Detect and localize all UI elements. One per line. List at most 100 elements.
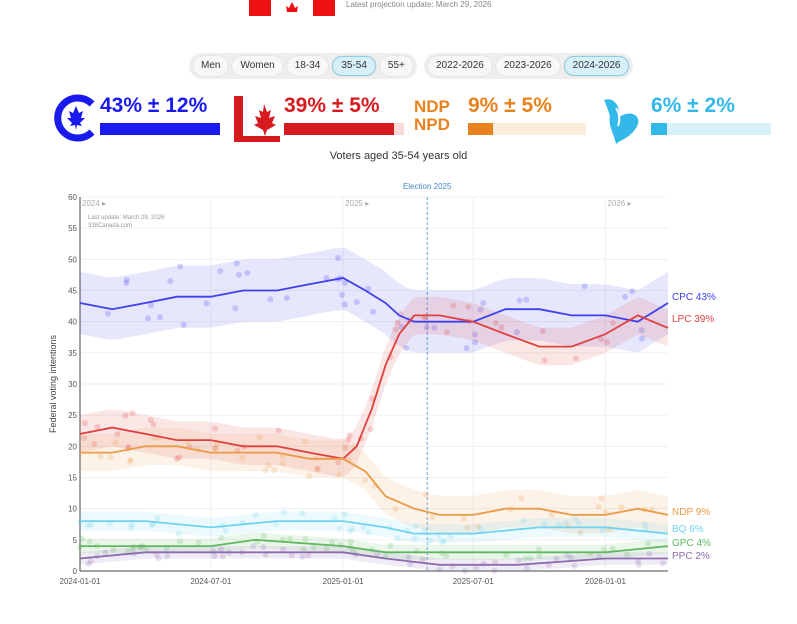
poll-point	[323, 546, 330, 552]
poll-point	[102, 549, 109, 556]
lpc-percentage: 39% ± 5%	[284, 94, 380, 117]
ndp-logo: NDP NPD	[414, 97, 450, 134]
chart-update-note: Last update: March 29, 2026	[88, 215, 165, 221]
poll-point	[211, 553, 218, 560]
poll-point	[342, 444, 349, 451]
poll-point	[523, 296, 530, 303]
poll-point	[107, 520, 113, 527]
poll-point	[217, 268, 224, 274]
series-line-bq	[80, 520, 669, 535]
poll-point	[472, 331, 479, 338]
poll-point	[527, 555, 534, 562]
poll-point	[195, 539, 202, 546]
poll-point	[535, 546, 542, 553]
poll-point	[516, 297, 523, 304]
poll-point	[260, 532, 267, 539]
poll-point	[267, 296, 274, 303]
poll-point	[288, 552, 295, 559]
poll-point	[639, 335, 645, 342]
poll-point	[128, 524, 135, 531]
filter-women[interactable]: Women	[232, 56, 283, 76]
filter-35-54[interactable]: 35-54	[332, 56, 376, 76]
poll-point	[301, 438, 308, 445]
poll-point	[465, 303, 472, 310]
poll-point	[299, 510, 306, 517]
y-tick-label: 10	[68, 505, 77, 514]
confidence-band-bq	[80, 511, 668, 543]
filter-men[interactable]: Men	[193, 56, 229, 76]
poll-point	[403, 345, 410, 351]
bq-percentage: 6% ± 2%	[651, 94, 735, 117]
canada-flag-icon	[249, 0, 335, 16]
period-2022-2026[interactable]: 2022-2026	[428, 56, 492, 76]
poll-point	[387, 542, 394, 549]
end-label-bq: BQ 6%	[672, 524, 704, 535]
poll-point	[477, 526, 484, 532]
poll-point	[575, 519, 582, 526]
year-label: 2024 ▸	[82, 199, 106, 208]
poll-point	[336, 525, 343, 532]
poll-point	[553, 555, 560, 562]
poll-point	[464, 524, 471, 531]
poll-point	[82, 420, 88, 427]
poll-point	[460, 516, 467, 522]
poll-point	[123, 280, 130, 286]
y-tick-label: 15	[68, 474, 77, 483]
poll-point	[370, 308, 377, 315]
bq-logo-icon	[604, 99, 639, 144]
poll-point	[239, 455, 246, 462]
poll-point	[110, 546, 117, 553]
y-axis-label: Federal voting intentions	[48, 334, 58, 433]
party-lpc: 39% ± 5%	[232, 92, 412, 144]
poll-point	[329, 539, 336, 546]
filter-18-34[interactable]: 18-34	[286, 56, 329, 76]
poll-point	[87, 558, 94, 565]
poll-point	[577, 529, 584, 536]
poll-point	[233, 260, 240, 267]
poll-point	[123, 276, 130, 283]
poll-point	[300, 546, 307, 553]
series-line-cpc	[79, 277, 669, 323]
poll-point	[127, 456, 134, 463]
end-label-ppc: PPC 2%	[672, 551, 710, 562]
poll-point	[148, 522, 155, 528]
poll-point	[218, 534, 225, 541]
poll-point	[347, 538, 354, 545]
filter-55-plus[interactable]: 55+	[379, 56, 413, 76]
poll-point	[480, 300, 487, 306]
poll-point	[472, 339, 479, 346]
poll-point	[85, 560, 92, 567]
poll-point	[513, 329, 520, 336]
poll-point	[180, 321, 187, 328]
cpc-percentage: 43% ± 12%	[100, 94, 208, 117]
poll-point	[148, 302, 154, 309]
period-2023-2026[interactable]: 2023-2026	[495, 56, 560, 76]
poll-point	[107, 454, 114, 461]
period-2024-2026[interactable]: 2024-2026	[563, 56, 630, 76]
poll-point	[436, 566, 443, 573]
poll-point	[150, 421, 157, 428]
poll-point	[342, 279, 348, 286]
poll-point	[518, 495, 525, 502]
poll-point	[536, 553, 543, 559]
poll-point	[143, 545, 150, 552]
poll-point	[645, 540, 651, 547]
y-tick-label: 60	[68, 193, 77, 202]
poll-point	[147, 417, 154, 423]
poll-point	[283, 295, 290, 301]
poll-point	[250, 543, 257, 550]
poll-point	[91, 441, 98, 447]
chart-subtitle: Voters aged 35-54 years old	[329, 150, 468, 162]
poll-point	[157, 314, 163, 321]
poll-point	[129, 410, 136, 417]
poll-point	[522, 555, 529, 562]
voting-intentions-chart: 0 5 10 15 20 25 30 35 40 45 50 55 60 2024-01-01 2024-0…	[48, 182, 716, 586]
y-tick-label: 5	[73, 536, 78, 545]
confidence-band-cpc	[80, 247, 668, 353]
series-line-lpc	[79, 314, 669, 460]
poll-point	[461, 567, 468, 574]
election-label: Election 2025	[403, 182, 452, 191]
poll-point	[212, 444, 219, 451]
poll-point	[571, 562, 578, 569]
poll-point	[310, 544, 317, 551]
